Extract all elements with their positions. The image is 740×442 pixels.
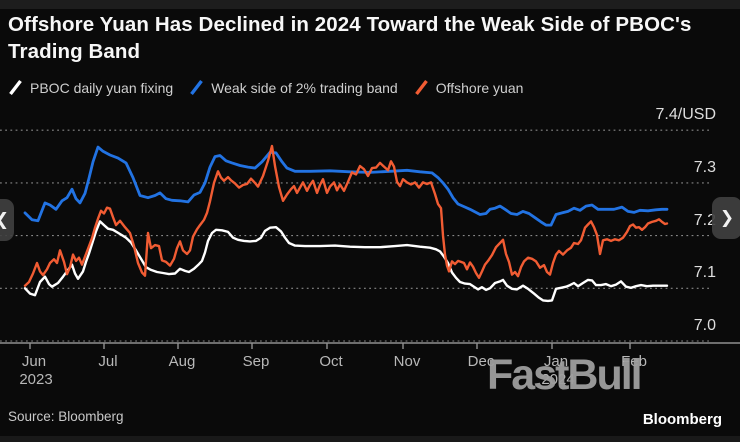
carousel-prev-button[interactable]: ❮ bbox=[0, 199, 14, 241]
x-axis-year-label: 2024 bbox=[541, 371, 575, 388]
y-axis-tick-label: 7.0 bbox=[693, 317, 716, 334]
x-axis-tick-label: Nov bbox=[393, 353, 421, 370]
legend-item-offshore-yuan: Offshore yuan bbox=[414, 79, 524, 96]
legend-label: Offshore yuan bbox=[435, 79, 524, 96]
chart-title: Offshore Yuan Has Declined in 2024 Towar… bbox=[8, 13, 692, 63]
bottom-edge-strip bbox=[0, 436, 740, 442]
y-axis-tick-label: 7.4/USD bbox=[655, 106, 716, 124]
legend-label: PBOC daily yuan fixing bbox=[30, 79, 174, 96]
x-axis-tick-label: Oct bbox=[319, 353, 343, 370]
x-axis-tick-label: Jun bbox=[21, 353, 47, 370]
series-line-weak-side-of-2-trading-band bbox=[23, 145, 669, 227]
x-axis-tick-label: Aug bbox=[168, 353, 196, 370]
y-axis-tick-label: 7.1 bbox=[693, 264, 716, 282]
legend-item-pboc-fixing: PBOC daily yuan fixing bbox=[8, 79, 173, 96]
legend-label: Weak side of 2% trading band bbox=[211, 79, 398, 96]
x-axis-tick-label: Jul bbox=[98, 353, 118, 370]
source-label: Source: Bloomberg bbox=[8, 409, 124, 424]
x-axis-tick-label: Sep bbox=[242, 353, 270, 370]
x-axis-tick-label: Dec bbox=[467, 353, 495, 370]
bloomberg-logo: Bloomberg bbox=[642, 411, 722, 428]
x-axis-tick-label: Jan bbox=[543, 353, 569, 370]
y-axis-tick-label: 7.3 bbox=[693, 158, 716, 176]
blue-slash-icon bbox=[189, 79, 204, 96]
chevron-right-icon: ❯ bbox=[719, 208, 735, 228]
white-slash-icon bbox=[8, 79, 23, 96]
x-axis-tick-label: Feb bbox=[621, 353, 647, 370]
legend-item-trading-band: Weak side of 2% trading band bbox=[189, 79, 398, 96]
chevron-left-icon: ❮ bbox=[0, 210, 9, 230]
orange-slash-icon bbox=[414, 79, 429, 96]
chart-legend: PBOC daily yuan fixing Weak side of 2% t… bbox=[8, 79, 523, 96]
fastbull-watermark: FastBull bbox=[487, 351, 643, 399]
series-line-pboc-daily-yuan-fixing bbox=[23, 220, 669, 303]
top-edge-strip bbox=[0, 0, 740, 9]
series-line-offshore-yuan bbox=[23, 144, 669, 287]
x-axis-year-label: 2023 bbox=[19, 371, 53, 388]
carousel-next-button[interactable]: ❯ bbox=[712, 197, 740, 239]
y-axis-tick-label: 7.2 bbox=[693, 211, 716, 229]
